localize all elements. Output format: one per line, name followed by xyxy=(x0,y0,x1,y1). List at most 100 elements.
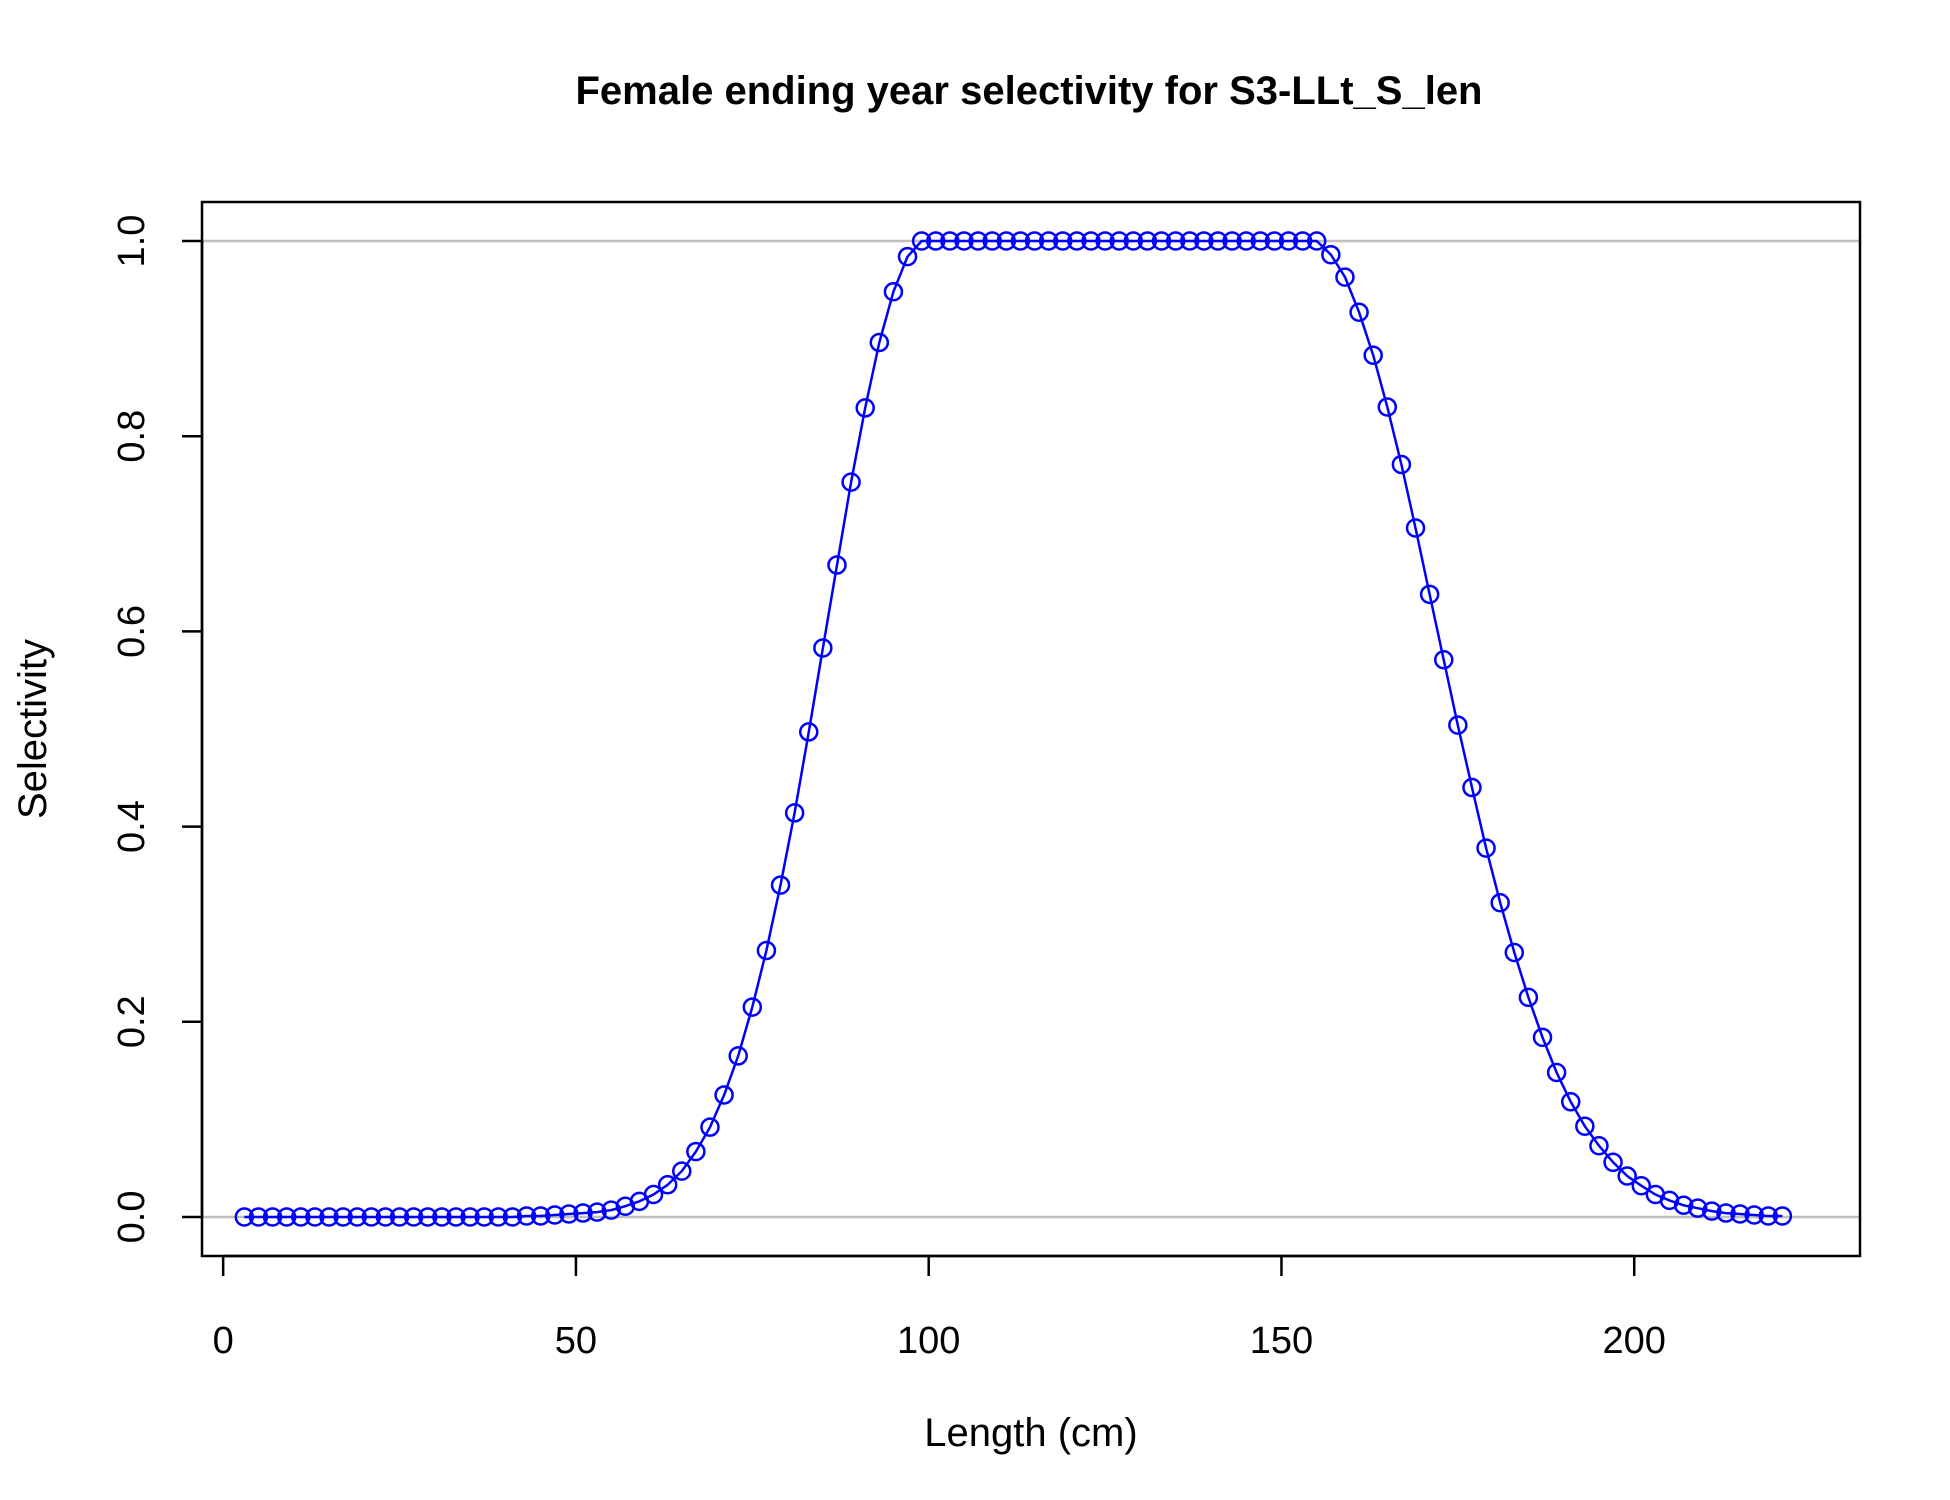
data-point xyxy=(1179,231,1200,251)
y-tick-label: 0.4 xyxy=(111,800,153,853)
data-point xyxy=(1109,231,1129,251)
data-point xyxy=(1603,1152,1623,1173)
data-point xyxy=(1306,231,1327,251)
data-point xyxy=(1137,231,1158,251)
data-point xyxy=(911,231,932,251)
data-point xyxy=(770,875,791,895)
data-point xyxy=(1419,584,1440,605)
data-point xyxy=(1758,1206,1779,1226)
data-point xyxy=(982,231,1002,251)
data-point xyxy=(1462,777,1482,798)
data-point xyxy=(446,1207,466,1227)
x-tick-label: 50 xyxy=(555,1320,597,1362)
data-point xyxy=(418,1207,438,1227)
data-point xyxy=(1702,1201,1722,1221)
data-point xyxy=(276,1207,297,1227)
data-point xyxy=(728,1046,748,1066)
data-point xyxy=(1772,1206,1793,1226)
data-point xyxy=(291,1207,311,1227)
x-axis-label: Length (cm) xyxy=(924,1411,1137,1455)
data-point xyxy=(940,231,960,251)
data-point xyxy=(333,1207,353,1227)
data-point xyxy=(1405,518,1426,538)
y-tick-label: 0.0 xyxy=(111,1191,153,1244)
x-axis: 0 50 100 150 200 xyxy=(213,1254,1666,1362)
data-point xyxy=(1038,231,1059,251)
data-point xyxy=(1532,1027,1553,1048)
data-point xyxy=(1194,231,1214,251)
data-point xyxy=(799,722,819,742)
data-point xyxy=(756,940,777,961)
data-point xyxy=(432,1207,452,1227)
data-point xyxy=(1730,1204,1750,1224)
data-point xyxy=(516,1206,537,1226)
data-markers xyxy=(234,231,1793,1227)
x-tick-label: 200 xyxy=(1603,1320,1666,1362)
data-point xyxy=(1095,231,1115,251)
data-point xyxy=(389,1207,410,1227)
data-point xyxy=(813,638,833,658)
data-point xyxy=(1673,1195,1694,1216)
data-point xyxy=(1264,231,1285,251)
data-point xyxy=(1716,1203,1736,1223)
data-point xyxy=(954,231,974,251)
data-point xyxy=(1687,1198,1708,1218)
data-point xyxy=(1391,454,1412,475)
data-point xyxy=(573,1203,593,1223)
chart-title: Female ending year selectivity for S3-LL… xyxy=(576,69,1483,113)
y-tick-label: 0.6 xyxy=(111,605,153,658)
data-point xyxy=(1208,231,1228,251)
data-point xyxy=(1363,345,1383,365)
data-point xyxy=(502,1207,523,1227)
data-point xyxy=(1123,231,1144,251)
data-point xyxy=(855,398,875,418)
data-point xyxy=(1560,1092,1581,1112)
data-point xyxy=(996,231,1017,251)
y-axis-label: Selectivity xyxy=(11,639,55,819)
data-point xyxy=(1052,231,1073,251)
data-point xyxy=(883,282,904,302)
data-point xyxy=(686,1141,706,1162)
data-point xyxy=(1448,715,1468,735)
data-point xyxy=(1321,244,1341,265)
data-point xyxy=(1476,838,1496,858)
data-point xyxy=(1631,1175,1652,1196)
data-point xyxy=(1010,231,1031,251)
data-point xyxy=(1067,231,1087,251)
data-point xyxy=(248,1207,269,1227)
data-point xyxy=(601,1200,621,1220)
data-point xyxy=(319,1207,339,1227)
data-point xyxy=(375,1207,396,1227)
data-point xyxy=(827,555,847,575)
data-point xyxy=(672,1161,692,1181)
data-point xyxy=(1504,942,1525,963)
data-point xyxy=(1236,231,1256,251)
x-tick-label: 0 xyxy=(213,1320,234,1362)
data-point xyxy=(784,803,805,823)
data-point xyxy=(1335,267,1355,287)
data-point xyxy=(1165,231,1186,251)
x-tick-label: 150 xyxy=(1250,1320,1313,1362)
data-point xyxy=(262,1207,283,1227)
x-tick-label: 100 xyxy=(897,1320,960,1362)
data-point xyxy=(1292,231,1313,251)
data-point xyxy=(742,997,763,1017)
data-point xyxy=(545,1205,565,1225)
data-point xyxy=(305,1207,325,1227)
data-point xyxy=(1278,231,1299,251)
data-point xyxy=(1377,397,1398,417)
data-point xyxy=(460,1207,480,1227)
data-point xyxy=(1349,302,1369,323)
data-point xyxy=(657,1175,678,1195)
data-point xyxy=(1024,231,1045,251)
data-point xyxy=(530,1206,551,1226)
data-point xyxy=(559,1204,579,1224)
data-point xyxy=(968,231,988,251)
data-point xyxy=(1617,1166,1637,1186)
data-point xyxy=(714,1085,734,1105)
data-point xyxy=(897,246,918,267)
data-point xyxy=(841,472,861,492)
data-point xyxy=(1433,649,1454,670)
